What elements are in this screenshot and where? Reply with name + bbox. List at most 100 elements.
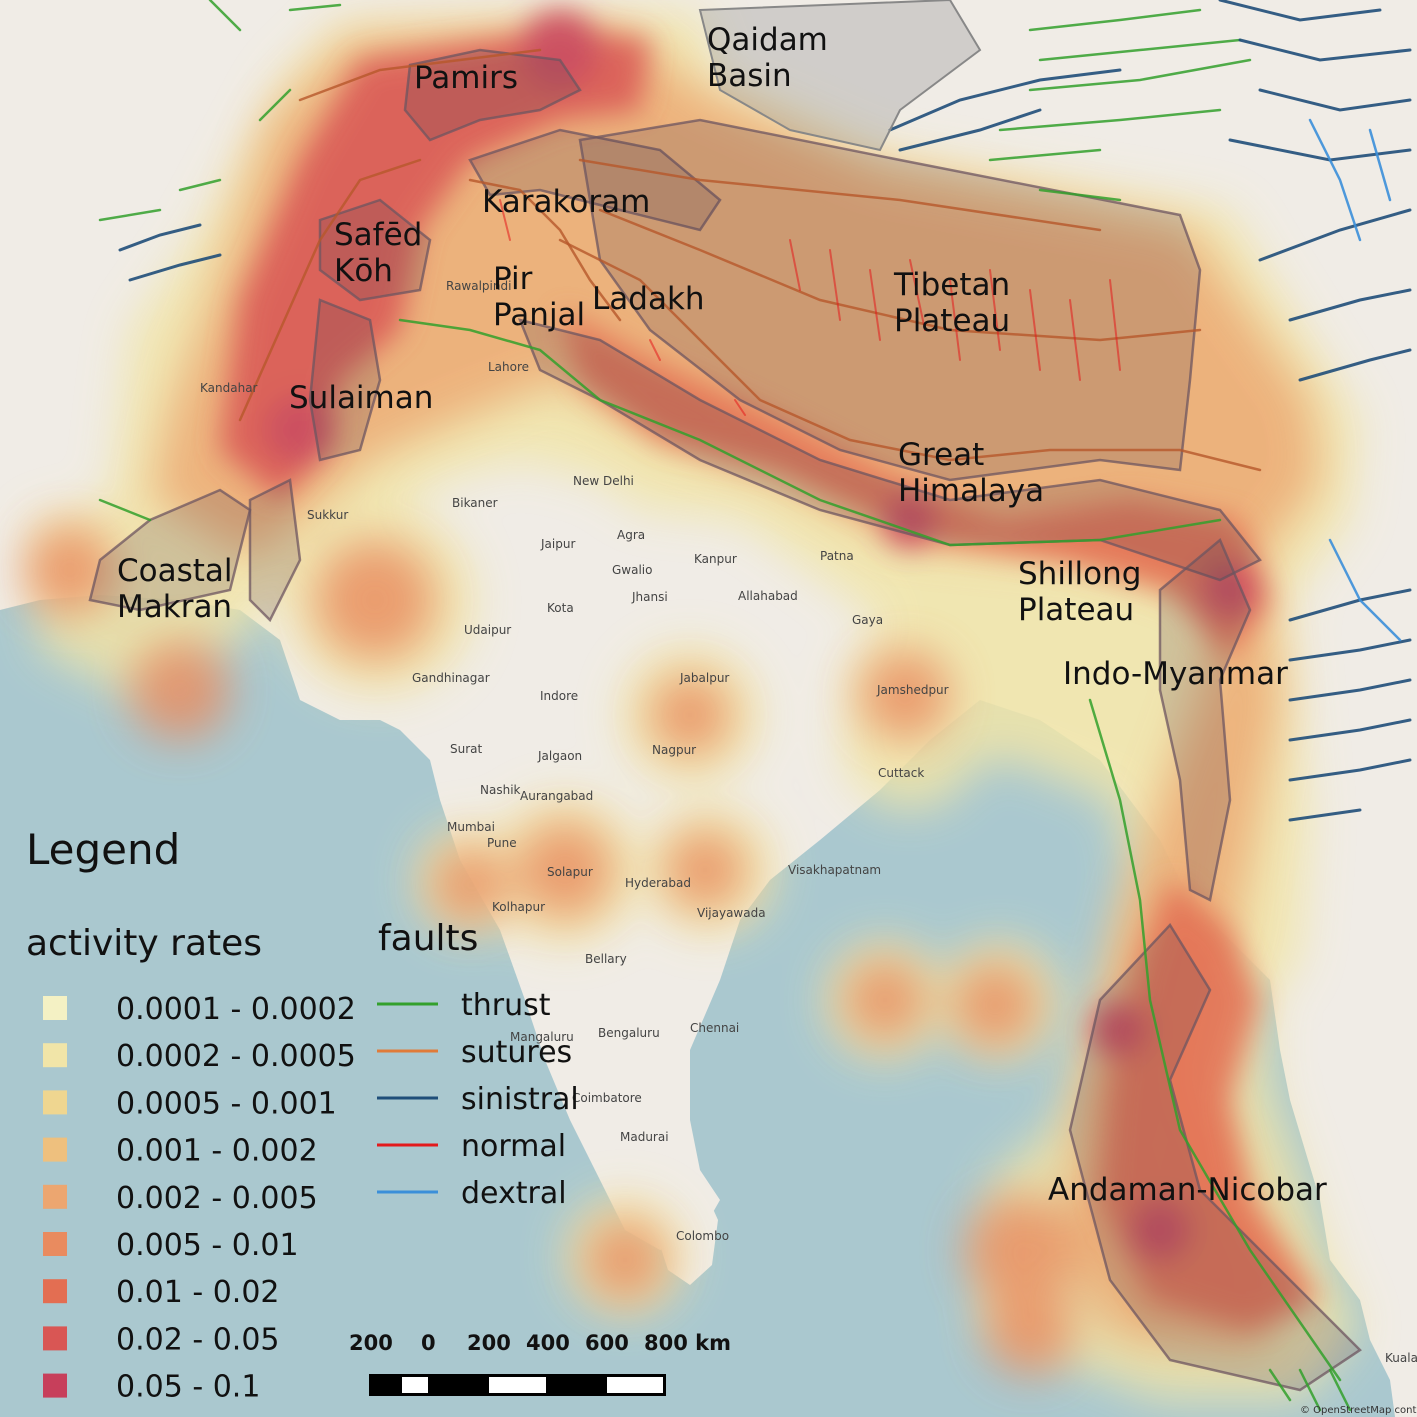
city-label: Solapur bbox=[547, 865, 593, 879]
activity-rate-label: 0.02 - 0.05 bbox=[116, 1322, 280, 1357]
activity-swatch bbox=[43, 1279, 67, 1304]
zone-makran bbox=[88, 488, 252, 612]
activity-zone-mid bbox=[150, 25, 1320, 1350]
region-label-qaidam: Basin bbox=[707, 58, 792, 94]
activity-spot bbox=[585, 1220, 665, 1300]
city-label: Mumbai bbox=[447, 820, 495, 834]
city-label: Allahabad bbox=[738, 589, 798, 603]
faults-title: faults bbox=[378, 918, 478, 959]
activity-spot bbox=[517, 822, 613, 918]
region-label-pamirs: Pamirs bbox=[414, 60, 518, 96]
scale-tick-label: 200 bbox=[349, 1331, 393, 1355]
activity-swatch bbox=[43, 996, 67, 1020]
activity-spot bbox=[520, 10, 600, 90]
scale-bar-white-segment bbox=[402, 1377, 428, 1393]
region-label-safed-koh: Kōh bbox=[334, 253, 393, 289]
city-label: Nagpur bbox=[652, 743, 696, 757]
normal-faults bbox=[499, 199, 1121, 416]
fault-label: thrust bbox=[461, 988, 551, 1023]
activity-rate-label: 0.005 - 0.01 bbox=[116, 1228, 299, 1263]
city-label: Gwalio bbox=[612, 563, 652, 577]
city-label: Gaya bbox=[852, 613, 883, 627]
activity-spot bbox=[130, 640, 230, 740]
city-label: Lahore bbox=[488, 360, 529, 374]
activity-rate-label: 0.002 - 0.005 bbox=[116, 1181, 318, 1216]
region-label-shillong-plateau: Plateau bbox=[1018, 592, 1134, 628]
scale-tick-label: 800 km bbox=[644, 1331, 731, 1355]
region-label-sulaiman: Sulaiman bbox=[289, 380, 433, 416]
city-label: Kuala Lu bbox=[1385, 1351, 1417, 1365]
city-label: Bengaluru bbox=[598, 1026, 660, 1040]
activity-spot bbox=[1092, 1002, 1148, 1058]
city-label: Kandahar bbox=[200, 381, 258, 395]
scale-bar-white-segment bbox=[489, 1377, 546, 1393]
region-label-tibetan-plateau: Tibetan bbox=[893, 267, 1010, 303]
activity-spot bbox=[985, 1285, 1075, 1375]
activity-swatch bbox=[43, 1373, 67, 1398]
scale-tick-label: 400 bbox=[526, 1331, 570, 1355]
city-label: Indore bbox=[540, 689, 578, 703]
city-label: Chennai bbox=[690, 1021, 739, 1035]
activity-rate-list: 0.0001 - 0.0002 0.0002 - 0.0005 0.0005 - 0… bbox=[43, 992, 356, 1405]
activity-spot bbox=[650, 675, 730, 755]
city-label: Nashik bbox=[480, 783, 521, 797]
legend: Legend activity rates 0.0001 - 0.00020.0… bbox=[26, 825, 579, 1405]
city-label: Bellary bbox=[585, 952, 627, 966]
activity-spot bbox=[665, 830, 745, 910]
fault-label: dextral bbox=[461, 1176, 567, 1211]
activity-spot bbox=[845, 960, 925, 1040]
city-label: Sukkur bbox=[307, 508, 348, 522]
activity-rate-label: 0.001 - 0.002 bbox=[116, 1134, 318, 1169]
scale-bar-white-segment bbox=[607, 1377, 663, 1393]
dextral-faults bbox=[1308, 118, 1402, 642]
region-label-safed-koh: Safēd bbox=[334, 217, 422, 253]
city-label: Surat bbox=[450, 742, 483, 756]
activity-rate-label: 0.0005 - 0.001 bbox=[116, 1086, 337, 1121]
activity-spot bbox=[965, 1195, 1075, 1305]
city-label: Colombo bbox=[676, 1229, 729, 1243]
activity-heatmap bbox=[25, 10, 1360, 1400]
city-label: Patna bbox=[820, 549, 854, 563]
map-attribution: © OpenStreetMap contributors bbox=[1300, 1405, 1417, 1416]
city-label: Mangaluru bbox=[510, 1030, 574, 1044]
activity-spot bbox=[882, 492, 938, 548]
fault-type-list: thrust sutures sinistral normal dextral bbox=[377, 988, 579, 1211]
activity-spot bbox=[1200, 560, 1260, 620]
region-label-andaman-nicobar: Andaman-Nicobar bbox=[1048, 1172, 1327, 1208]
region-label-karakoram: Karakoram bbox=[482, 184, 650, 220]
city-label: Pune bbox=[487, 836, 517, 850]
scale-tick-labels: 200 0 200 400 600 800 km bbox=[349, 1331, 731, 1355]
activity-rate-label: 0.0001 - 0.0002 bbox=[116, 992, 356, 1027]
city-label: Coimbatore bbox=[572, 1091, 642, 1105]
activity-spot bbox=[432, 847, 508, 923]
city-label: Aurangabad bbox=[520, 789, 593, 803]
fault-label: sinistral bbox=[461, 1082, 579, 1117]
city-label: Agra bbox=[617, 528, 645, 542]
zone-tibet bbox=[578, 118, 1202, 482]
zone-makran-east bbox=[248, 478, 302, 623]
activity-rate-label: 0.01 - 0.02 bbox=[116, 1275, 280, 1310]
activity-rate-label: 0.0002 - 0.0005 bbox=[116, 1039, 356, 1074]
city-label: Vijayawada bbox=[697, 906, 766, 920]
zone-andaman bbox=[1068, 922, 1362, 1392]
scale-tick-label: 200 bbox=[467, 1331, 511, 1355]
city-label: Udaipur bbox=[464, 623, 511, 637]
city-label: Kanpur bbox=[694, 552, 737, 566]
activity-rates-title: activity rates bbox=[26, 923, 262, 964]
city-label: Jabalpur bbox=[679, 671, 729, 685]
activity-swatch bbox=[43, 1137, 67, 1162]
activity-spot bbox=[860, 650, 950, 740]
activity-swatch bbox=[43, 1184, 67, 1209]
activity-rate-label: 0.05 - 0.1 bbox=[116, 1370, 260, 1405]
activity-swatch bbox=[43, 1232, 67, 1256]
fault-label: normal bbox=[461, 1129, 566, 1164]
zone-outlines bbox=[88, 48, 1362, 1392]
zone-sulaiman bbox=[308, 298, 382, 462]
city-label: Visakhapatnam bbox=[788, 863, 881, 877]
zone-himalaya bbox=[517, 318, 1262, 582]
region-label-shillong-plateau: Shillong bbox=[1018, 556, 1141, 592]
activity-swatch bbox=[43, 1090, 67, 1115]
city-label: Cuttack bbox=[878, 766, 924, 780]
